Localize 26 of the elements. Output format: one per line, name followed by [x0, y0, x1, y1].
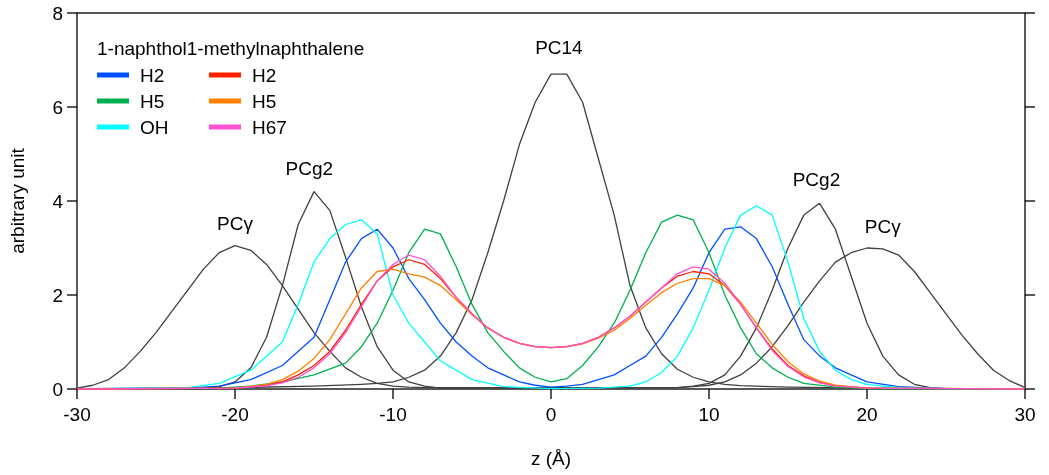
x-tick-label: 20: [856, 404, 878, 425]
y-axis-title: arbitrary unit: [7, 147, 28, 254]
legend-label: H5: [252, 91, 277, 112]
x-tick-label: -20: [221, 404, 249, 425]
annotation: PCg2: [792, 168, 841, 190]
legend-title: 1-naphthol1-methylnaphthalene: [97, 38, 365, 59]
y-tick-label: 4: [52, 191, 64, 212]
legend-label: H5: [140, 91, 165, 112]
legend-label: H2: [252, 65, 277, 86]
annotation: PCγ: [864, 215, 902, 237]
x-tick-label: 30: [1014, 404, 1036, 425]
y-tick-label: 2: [52, 285, 63, 306]
x-axis-title: z (Å): [530, 448, 572, 469]
y-tick-label: 8: [52, 3, 63, 24]
x-tick-label: -30: [63, 404, 91, 425]
y-tick-label: 6: [52, 97, 63, 118]
y-tick-label: 0: [52, 379, 63, 400]
annotation: PCg2: [285, 157, 334, 179]
legend-label: H2: [140, 65, 165, 86]
x-tick-label: 10: [698, 404, 720, 425]
legend-label: OH: [140, 117, 169, 138]
x-tick-label: -10: [379, 404, 407, 425]
annotation: PCγ: [217, 212, 254, 234]
x-tick-label: 0: [545, 404, 557, 425]
annotation: PC14: [535, 37, 584, 59]
legend-label: H67: [252, 117, 287, 138]
